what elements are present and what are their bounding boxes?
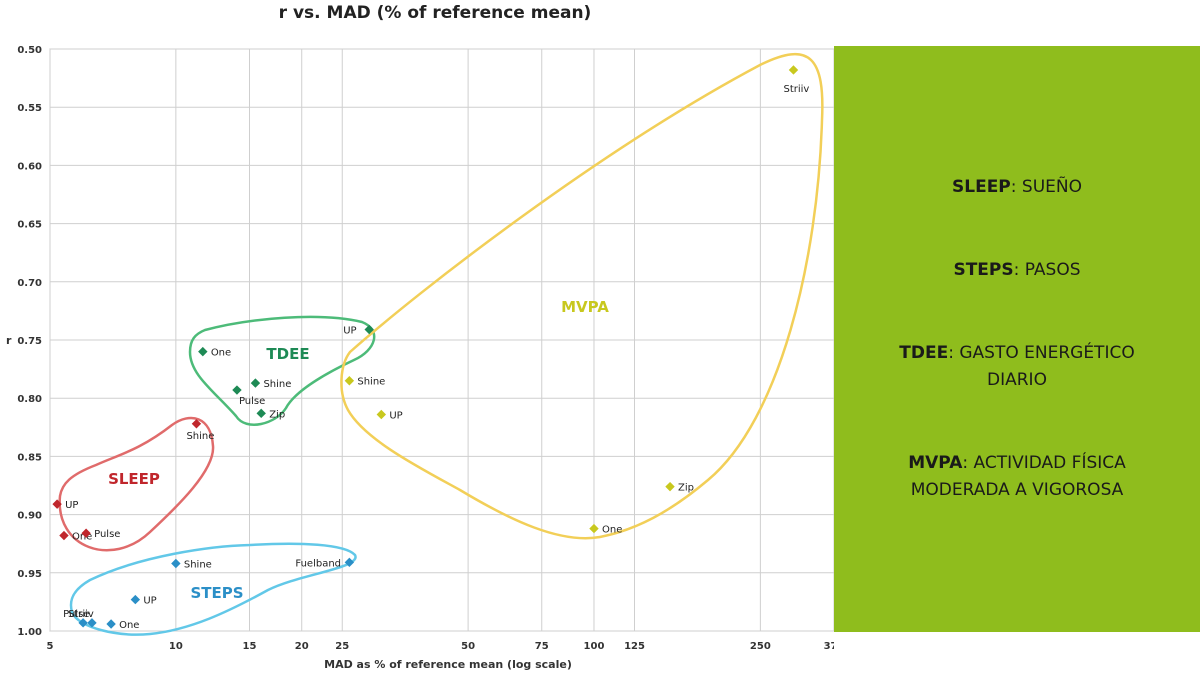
legend-entry-sleep: SLEEP: SUEÑO bbox=[952, 174, 1082, 201]
data-point bbox=[344, 376, 355, 386]
x-tick-label: 375 bbox=[824, 641, 834, 652]
data-point-label: Zip bbox=[678, 483, 694, 494]
legend-description: : SUEÑO bbox=[1010, 177, 1082, 197]
data-point-label: UP bbox=[343, 326, 356, 337]
data-point bbox=[232, 385, 242, 395]
x-axis-label: MAD as % of reference mean (log scale) bbox=[324, 658, 572, 671]
data-point bbox=[589, 523, 599, 534]
x-tick-label: 25 bbox=[335, 641, 349, 652]
data-point-label: Shine bbox=[186, 431, 214, 442]
y-axis-label: r bbox=[6, 334, 12, 347]
group-outline-steps bbox=[69, 542, 357, 636]
group-outline-sleep bbox=[58, 416, 215, 552]
plot-grid bbox=[49, 48, 834, 632]
data-point-label: Pulse bbox=[94, 529, 120, 540]
legend-description: : GASTO ENERGÉTICO DIARIO bbox=[948, 343, 1135, 390]
y-tick-label: 1.00 bbox=[17, 627, 42, 638]
y-tick-label: 0.55 bbox=[17, 103, 42, 114]
data-point bbox=[130, 594, 141, 605]
data-point bbox=[78, 618, 88, 628]
y-tick-label: 0.80 bbox=[17, 394, 42, 405]
data-point bbox=[52, 499, 62, 509]
data-point bbox=[665, 481, 675, 492]
y-tick-label: 0.95 bbox=[17, 569, 42, 580]
legend-entry-mvpa: MVPA: ACTIVIDAD FÍSICA MODERADA A VIGORO… bbox=[877, 450, 1157, 504]
data-point bbox=[198, 346, 208, 357]
data-point-label: Shine bbox=[357, 377, 385, 388]
group-label-sleep: SLEEP bbox=[108, 470, 160, 488]
data-point bbox=[59, 530, 69, 541]
group-labels: SLEEP TDEE STEPS MVPA bbox=[108, 298, 609, 602]
data-point-label: One bbox=[119, 620, 139, 631]
x-tick-label: 100 bbox=[584, 641, 605, 652]
y-tick-label: 0.50 bbox=[17, 45, 42, 56]
x-tick-label: 5 bbox=[47, 641, 54, 652]
data-point-label: Pulse bbox=[239, 396, 265, 407]
group-outline-tdee bbox=[188, 315, 376, 426]
x-tick-label: 75 bbox=[535, 641, 549, 652]
y-tick-label: 0.60 bbox=[17, 161, 42, 172]
group-label-mvpa: MVPA bbox=[561, 298, 609, 316]
x-tick-label: 10 bbox=[169, 641, 183, 652]
group-label-steps: STEPS bbox=[190, 584, 243, 602]
legend-term: STEPS bbox=[953, 260, 1014, 280]
data-point-label: One bbox=[602, 525, 622, 536]
x-tick-label: 50 bbox=[461, 641, 475, 652]
y-tick-label: 0.70 bbox=[17, 278, 42, 289]
x-tick-label: 250 bbox=[750, 641, 771, 652]
data-point-label: Pulse bbox=[63, 609, 89, 620]
data-point bbox=[81, 528, 91, 538]
data-point-label: UP bbox=[389, 410, 402, 421]
data-point bbox=[87, 618, 97, 628]
data-point bbox=[171, 558, 181, 569]
legend-term: MVPA bbox=[908, 453, 963, 473]
scatter-chart: r vs. MAD (% of reference mean) 0.50 0.55… bbox=[6, 3, 834, 671]
data-point bbox=[191, 419, 202, 429]
y-tick-label: 0.90 bbox=[17, 511, 42, 522]
data-point-label: One bbox=[72, 532, 92, 543]
legend-entry-steps: STEPS: PASOS bbox=[953, 257, 1080, 284]
legend-term: SLEEP bbox=[952, 177, 1011, 197]
y-tick-label: 0.85 bbox=[17, 452, 42, 463]
legend-description: : ACTIVIDAD FÍSICA MODERADA A VIGOROSA bbox=[910, 453, 1126, 500]
data-point-label: Striiv bbox=[68, 609, 94, 620]
group-label-tdee: TDEE bbox=[266, 345, 309, 363]
data-point bbox=[376, 409, 387, 420]
x-tick-label: 15 bbox=[243, 641, 257, 652]
y-tick-label: 0.65 bbox=[17, 220, 42, 231]
legend-term: TDEE bbox=[899, 343, 949, 363]
legend-entry-tdee: TDEE: GASTO ENERGÉTICO DIARIO bbox=[867, 340, 1167, 394]
data-point-label: Zip bbox=[269, 409, 285, 420]
data-point-label: Fuelband bbox=[295, 558, 341, 569]
data-point-label: Shine bbox=[263, 379, 291, 390]
data-point bbox=[256, 408, 266, 419]
legend-panel: SLEEP: SUEÑO STEPS: PASOS TDEE: GASTO EN… bbox=[834, 46, 1200, 632]
data-point bbox=[344, 557, 355, 568]
group-outlines bbox=[58, 53, 824, 636]
data-point bbox=[788, 65, 799, 75]
y-tick-label: 0.75 bbox=[17, 336, 42, 347]
data-point bbox=[364, 324, 374, 335]
group-outline-mvpa bbox=[340, 53, 824, 540]
data-point bbox=[106, 619, 116, 629]
legend-description: : PASOS bbox=[1013, 260, 1081, 280]
data-point-label: One bbox=[211, 348, 231, 359]
data-point bbox=[250, 378, 261, 388]
chart-title: r vs. MAD (% of reference mean) bbox=[279, 3, 592, 23]
data-point-label: UP bbox=[65, 500, 78, 511]
x-tick-label: 20 bbox=[295, 641, 309, 652]
data-point-label: UP bbox=[143, 596, 156, 607]
x-tick-label: 125 bbox=[624, 641, 645, 652]
data-point-label: Shine bbox=[184, 559, 212, 570]
axis-ticks: 0.50 0.55 0.60 0.65 0.70 0.75 0.80 0.85 0.90 0.95… bbox=[17, 45, 834, 652]
data-point-label: Striiv bbox=[783, 84, 809, 95]
